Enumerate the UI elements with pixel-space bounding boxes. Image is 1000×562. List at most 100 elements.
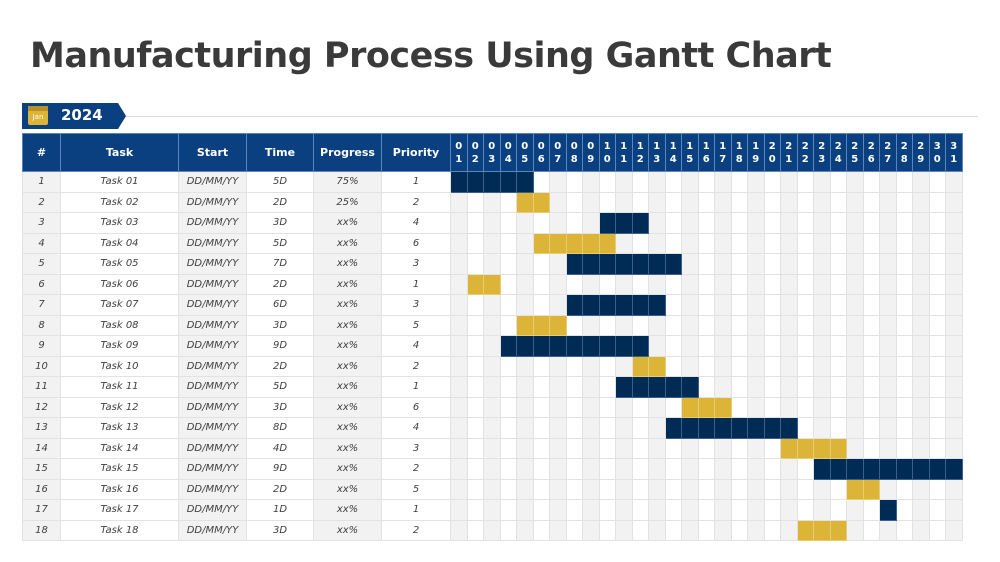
- day-cell: [483, 499, 501, 521]
- day-cell: [532, 437, 550, 459]
- day-cell: [450, 335, 468, 357]
- day-cell: [780, 232, 798, 254]
- cell-time: 6D: [246, 294, 314, 316]
- day-cell: [912, 294, 930, 316]
- day-cell: [846, 417, 864, 439]
- day-cell: [681, 499, 699, 521]
- day-cell: [730, 314, 748, 336]
- day-cell: [928, 335, 946, 357]
- day-cell: [879, 232, 897, 254]
- gantt-bar-cell: [598, 212, 616, 234]
- day-cell: [483, 417, 501, 439]
- day-cell: [714, 314, 732, 336]
- cell-time: 2D: [246, 191, 314, 213]
- day-cell: [730, 376, 748, 398]
- day-cell: [714, 232, 732, 254]
- day-cell: [763, 314, 781, 336]
- day-cell: [664, 212, 682, 234]
- day-cell: [895, 273, 913, 295]
- day-cell: [763, 437, 781, 459]
- day-cell: [483, 232, 501, 254]
- cell-task: Task 09: [60, 335, 179, 357]
- day-cell: [945, 273, 963, 295]
- day-cell: [945, 171, 963, 193]
- day-cell: [466, 437, 484, 459]
- day-cell: [714, 294, 732, 316]
- day-cell: [648, 478, 666, 500]
- gantt-bar-cell: [763, 417, 781, 439]
- day-cell: [945, 232, 963, 254]
- day-cell: [747, 191, 765, 213]
- day-cell: [516, 478, 534, 500]
- day-cell: [714, 212, 732, 234]
- day-cell: [697, 355, 715, 377]
- day-cell: [895, 335, 913, 357]
- day-cell: [895, 437, 913, 459]
- day-cell: [928, 191, 946, 213]
- day-cell: [747, 519, 765, 541]
- day-cell: [912, 417, 930, 439]
- cell-start: DD/MM/YY: [178, 376, 247, 398]
- day-cell: [813, 253, 831, 275]
- cell-task: Task 17: [60, 499, 179, 521]
- gantt-bar-cell: [714, 396, 732, 418]
- day-cell: [681, 478, 699, 500]
- cell-progress: xx%: [313, 458, 382, 480]
- day-cell: [483, 396, 501, 418]
- cell-time: 4D: [246, 437, 314, 459]
- gantt-bar-cell: [615, 376, 633, 398]
- gantt-bar-cell: [565, 232, 583, 254]
- day-cell: [681, 335, 699, 357]
- day-cell: [516, 253, 534, 275]
- day-cell: [631, 314, 649, 336]
- gantt-bar-cell: [516, 314, 534, 336]
- gantt-bar-cell: [516, 171, 534, 193]
- day-cell: [829, 396, 847, 418]
- gantt-bar-cell: [631, 294, 649, 316]
- day-cell: [895, 314, 913, 336]
- gantt-bar-cell: [648, 253, 666, 275]
- day-cell: [598, 478, 616, 500]
- day-cell: [598, 396, 616, 418]
- gantt-bar-cell: [549, 335, 567, 357]
- cell-priority: 4: [381, 212, 451, 234]
- day-cell: [516, 437, 534, 459]
- day-cell: [796, 212, 814, 234]
- day-cell: [796, 191, 814, 213]
- gantt-bar-cell: [466, 273, 484, 295]
- day-cell: [466, 519, 484, 541]
- day-cell: [862, 232, 880, 254]
- day-cell: [879, 376, 897, 398]
- day-cell: [565, 355, 583, 377]
- day-cell: [945, 437, 963, 459]
- day-cell: [747, 232, 765, 254]
- cell-start: DD/MM/YY: [178, 294, 247, 316]
- day-cell: [796, 335, 814, 357]
- day-cell: [895, 253, 913, 275]
- day-cell: [532, 294, 550, 316]
- day-cell: [928, 396, 946, 418]
- day-cell: [532, 519, 550, 541]
- day-cell: [483, 376, 501, 398]
- day-cell: [565, 499, 583, 521]
- day-cell: [813, 191, 831, 213]
- day-cell: [928, 273, 946, 295]
- day-cell: [895, 212, 913, 234]
- day-cell: [945, 417, 963, 439]
- table-row: 14 Task 14 DD/MM/YY 4D xx% 3: [22, 437, 963, 459]
- day-cell: [664, 355, 682, 377]
- day-cell: [879, 314, 897, 336]
- day-cell: [763, 273, 781, 295]
- day-cell: [747, 314, 765, 336]
- day-cell: [846, 396, 864, 418]
- day-cell: [763, 478, 781, 500]
- gantt-bar-cell: [714, 417, 732, 439]
- day-cell: [730, 437, 748, 459]
- header-row: # Task Start Time Progress Priority 0 1 0 2 0 3 0 4 0 5…: [22, 133, 963, 172]
- day-cell: [532, 417, 550, 439]
- day-cell: [928, 171, 946, 193]
- day-cell: [532, 458, 550, 480]
- cell-progress: xx%: [313, 273, 382, 295]
